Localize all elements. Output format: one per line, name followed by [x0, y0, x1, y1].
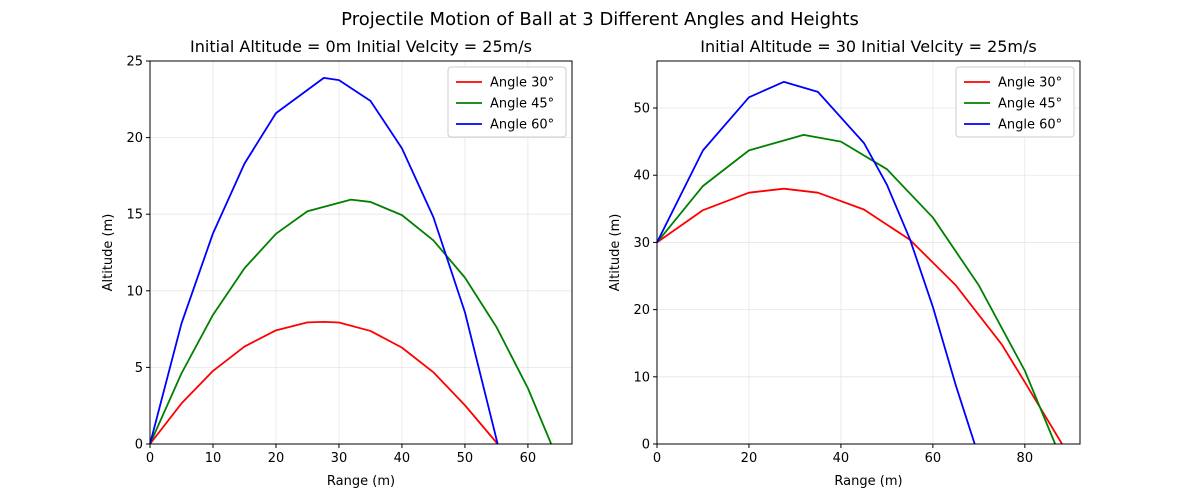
- x-tick-label: 40: [394, 451, 411, 466]
- x-tick-label: 20: [268, 451, 285, 466]
- subplot-2: 0 20 40 60 80 0 10 20 30 40 50 Range (m) Altitude (m…: [608, 37, 1081, 489]
- legend-label-1: Angle 30°: [490, 76, 554, 91]
- y-tick-label: 10: [633, 370, 650, 385]
- legend-label-3: Angle 60°: [998, 118, 1062, 133]
- series-line-3: [149, 76, 499, 445]
- series-line-2: [656, 134, 1057, 445]
- y-tick-label: 15: [126, 208, 143, 223]
- legend-box: [955, 66, 1075, 138]
- series-line-1: [149, 320, 499, 445]
- x-tick-label: 80: [1017, 451, 1034, 466]
- subplot-title: Initial Altitude = 0m Initial Velcity = …: [190, 37, 532, 56]
- y-tick-label: 50: [633, 102, 650, 117]
- y-tick-label: 30: [633, 236, 650, 251]
- y-tick-label: 0: [135, 438, 143, 453]
- y-tick-label: 20: [126, 131, 143, 146]
- subplot-1: 0 10 20 30 40 50 60 0 5 10 15 20 25 Range (m) Altitude…: [101, 37, 573, 489]
- legend-label-2: Angle 45°: [490, 97, 554, 112]
- y-tick-label: 25: [126, 55, 143, 70]
- figure-title: Projectile Motion of Ball at 3 Different…: [341, 9, 859, 30]
- x-tick-label: 0: [146, 451, 154, 466]
- axes-frame: [149, 60, 573, 445]
- x-tick-label: 50: [457, 451, 474, 466]
- x-tick-label: 10: [205, 451, 222, 466]
- legend: Angle 30° Angle 45° Angle 60°: [447, 66, 567, 138]
- y-axis-label: Altitude (m): [101, 214, 116, 292]
- series-line-1: [656, 187, 1063, 445]
- y-tick-label: 20: [633, 303, 650, 318]
- legend-box: [447, 66, 567, 138]
- legend-label-1: Angle 30°: [998, 76, 1062, 91]
- series-line-3: [656, 80, 976, 445]
- x-axis-label: Range (m): [834, 474, 902, 489]
- x-tick-label: 60: [520, 451, 537, 466]
- x-axis-label: Range (m): [327, 474, 395, 489]
- x-tick-label: 60: [925, 451, 942, 466]
- y-tick-label: 0: [642, 438, 650, 453]
- legend-label-2: Angle 45°: [998, 97, 1062, 112]
- x-tick-label: 30: [331, 451, 348, 466]
- subplot-title: Initial Altitude = 30 Initial Velcity = …: [700, 37, 1037, 56]
- y-tick-label: 10: [126, 284, 143, 299]
- x-tick-label: 0: [653, 451, 661, 466]
- y-axis-label: Altitude (m): [608, 214, 623, 292]
- legend-label-3: Angle 60°: [490, 118, 554, 133]
- y-tick-label: 40: [633, 169, 650, 184]
- legend: Angle 30° Angle 45° Angle 60°: [955, 66, 1075, 138]
- x-tick-label: 40: [833, 451, 850, 466]
- axes-frame: [656, 60, 1081, 445]
- series-line-2: [149, 198, 553, 445]
- y-tick-label: 5: [135, 361, 143, 376]
- x-tick-label: 20: [741, 451, 758, 466]
